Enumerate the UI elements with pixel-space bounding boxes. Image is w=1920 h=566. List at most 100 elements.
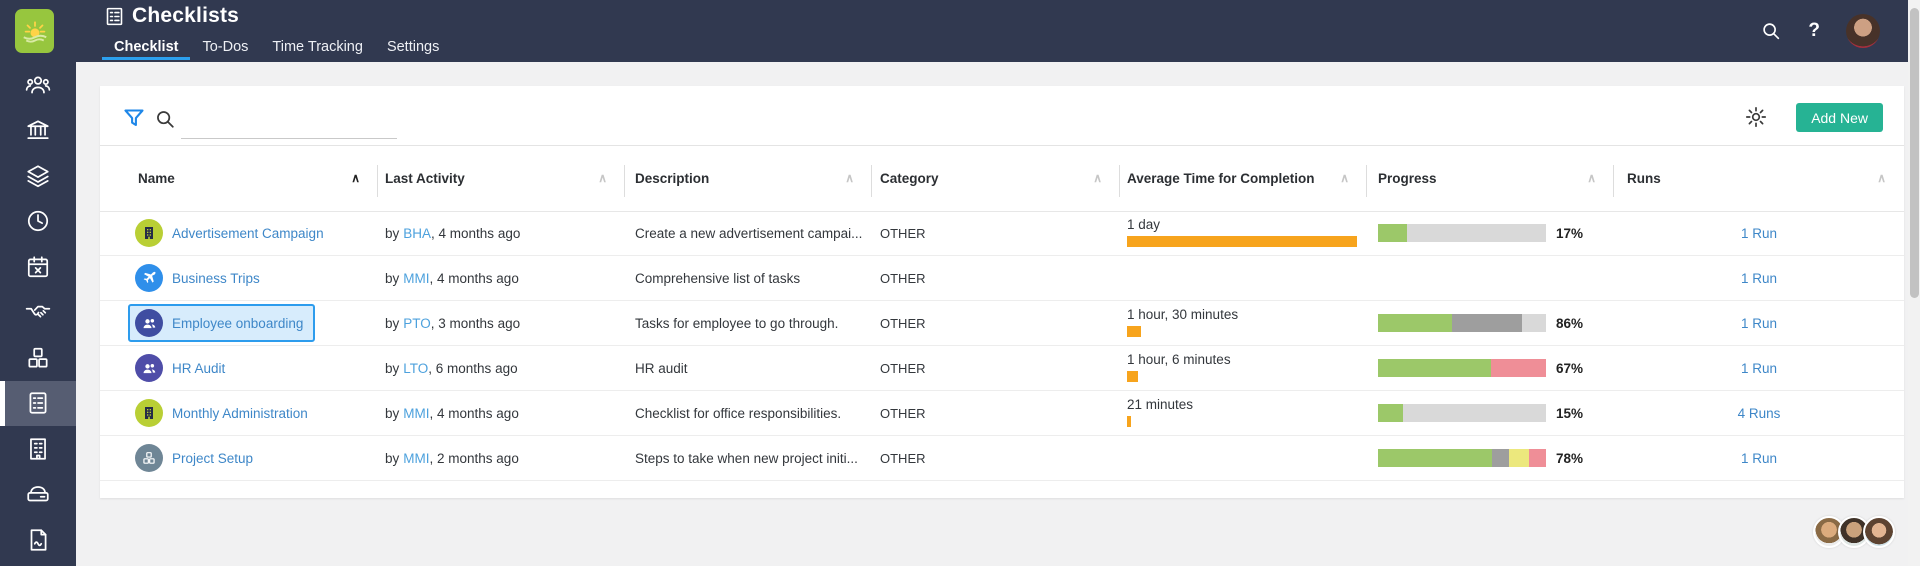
checklist-name-link[interactable]: Employee onboarding (172, 315, 304, 331)
handshake-icon (25, 305, 51, 318)
progress-cell: 17% (1367, 211, 1614, 255)
progress-percent: 67% (1556, 360, 1584, 376)
runs-link[interactable]: 1 Run (1740, 270, 1778, 286)
average-time-cell: 1 hour, 30 minutes (1120, 301, 1367, 345)
building-icon (30, 438, 46, 460)
table-row-selected[interactable]: Employee onboarding by PTO , 3 months ag… (100, 301, 1904, 346)
sidebar-item-partners[interactable] (0, 290, 76, 336)
table-row[interactable]: Advertisement Campaign by BHA , 4 months… (100, 211, 1904, 256)
user-avatar[interactable] (1846, 14, 1880, 48)
checklist-name-cell: Employee onboarding (128, 304, 316, 342)
app-logo[interactable] (15, 9, 54, 53)
description-cell: Checklist for office responsibilities. (635, 405, 842, 421)
progress-percent: 15% (1556, 405, 1584, 421)
sidebar-item-layers[interactable] (0, 153, 76, 199)
runs-link[interactable]: 1 Run (1740, 450, 1778, 466)
column-header-name[interactable]: Name (100, 145, 378, 211)
category-cell: OTHER (880, 405, 926, 421)
column-header-category[interactable]: Category (872, 145, 1120, 211)
description-cell: HR audit (635, 360, 688, 376)
sidebar-item-documents[interactable] (0, 517, 76, 563)
bank-icon (27, 120, 49, 140)
user-initials-link[interactable]: LTO (403, 360, 429, 376)
tab-settings[interactable]: Settings (386, 38, 440, 55)
vertical-scrollbar (1908, 0, 1920, 566)
tab-to-dos[interactable]: To-Dos (202, 38, 249, 55)
column-header-progress[interactable]: Progress (1367, 145, 1614, 211)
checklist-name-link[interactable]: Monthly Administration (172, 405, 308, 421)
filter-icon[interactable] (122, 106, 146, 130)
progress-bar (1378, 314, 1546, 332)
runs-link[interactable]: 1 Run (1740, 360, 1778, 376)
last-activity-cell: by MMI , 2 months ago (385, 450, 519, 466)
sort-icon[interactable] (598, 171, 607, 185)
add-new-button[interactable]: Add New (1796, 103, 1883, 132)
user-initials-link[interactable]: MMI (403, 270, 430, 286)
gear-icon[interactable] (1744, 105, 1768, 129)
progress-bar (1378, 449, 1546, 467)
description-cell: Comprehensive list of tasks (635, 270, 801, 286)
table-row[interactable]: HR Audit by LTO , 6 months ago HR audit … (100, 346, 1904, 391)
checklist-name-link[interactable]: HR Audit (172, 360, 226, 376)
table-row[interactable]: Business Trips by MMI , 4 months ago Com… (100, 256, 1904, 301)
user-initials-link[interactable]: MMI (403, 450, 430, 466)
sunrise-logo-icon (22, 21, 47, 43)
checklist-name-cell: HR Audit (128, 349, 237, 387)
progress-cell: 67% (1367, 346, 1614, 390)
tab-checklist[interactable]: Checklist (102, 31, 191, 62)
topbar-actions: ? (1760, 0, 1880, 62)
sort-icon[interactable] (1093, 171, 1102, 185)
search-input[interactable] (181, 112, 397, 139)
runs-link[interactable]: 1 Run (1740, 225, 1778, 241)
calendar-x-icon (27, 256, 49, 277)
sidebar-item-time-tracking[interactable] (0, 199, 76, 245)
progress-percent: 86% (1556, 315, 1584, 331)
runs-link[interactable]: 4 Runs (1737, 405, 1781, 421)
sidebar-item-organization[interactable] (0, 108, 76, 154)
column-header-description[interactable]: Description (625, 145, 872, 211)
average-time-cell: 1 day (1120, 211, 1367, 255)
search-icon[interactable] (1760, 20, 1782, 42)
progress-percent: 78% (1556, 450, 1584, 466)
sidebar-item-vehicles[interactable] (0, 472, 76, 518)
progress-bar (1378, 359, 1546, 377)
user-initials-link[interactable]: MMI (403, 405, 430, 421)
duration-bar (1127, 236, 1357, 247)
help-icon[interactable]: ? (1808, 20, 1820, 41)
column-header-average-time[interactable]: Average Time for Completion (1120, 145, 1367, 211)
sort-icon[interactable] (1587, 171, 1596, 185)
last-activity-cell: by PTO , 3 months ago (385, 315, 521, 331)
sort-icon[interactable] (1877, 171, 1886, 185)
table-row[interactable]: Project Setup by MMI , 2 months ago Step… (100, 436, 1904, 481)
user-initials-link[interactable]: BHA (403, 225, 432, 241)
checklist-name-link[interactable]: Project Setup (172, 450, 254, 466)
sidebar-item-company[interactable] (0, 426, 76, 472)
last-activity-cell: by MMI , 4 months ago (385, 405, 519, 421)
description-cell: Tasks for employee to go through. (635, 315, 839, 331)
column-header-last-activity[interactable]: Last Activity (378, 145, 625, 211)
sidebar-item-checklists[interactable] (0, 380, 76, 426)
checklist-name-link[interactable]: Advertisement Campaign (172, 225, 324, 241)
progress-bar (1378, 404, 1546, 422)
checklist-name-link[interactable]: Business Trips (172, 270, 260, 286)
sidebar-item-users[interactable] (0, 62, 76, 108)
user-avatar[interactable] (1863, 516, 1895, 548)
scrollbar-thumb[interactable] (1909, 8, 1919, 298)
clock-icon (27, 211, 49, 232)
category-cell: OTHER (880, 315, 926, 331)
page-title-group: Checklists (104, 4, 239, 28)
duration-bar (1127, 326, 1141, 337)
column-header-runs[interactable]: Runs (1614, 145, 1904, 211)
sort-icon[interactable] (845, 171, 854, 185)
description-cell: Steps to take when new project initi... (635, 450, 858, 466)
sort-asc-icon[interactable] (351, 171, 360, 185)
sidebar-item-modules[interactable] (0, 335, 76, 381)
runs-link[interactable]: 1 Run (1740, 315, 1778, 331)
sidebar-item-calendar[interactable] (0, 244, 76, 290)
tab-time-tracking[interactable]: Time Tracking (272, 38, 363, 55)
table-row[interactable]: Monthly Administration by MMI , 4 months… (100, 391, 1904, 436)
category-cell: OTHER (880, 450, 926, 466)
sort-icon[interactable] (1340, 171, 1349, 185)
user-initials-link[interactable]: PTO (403, 315, 431, 331)
